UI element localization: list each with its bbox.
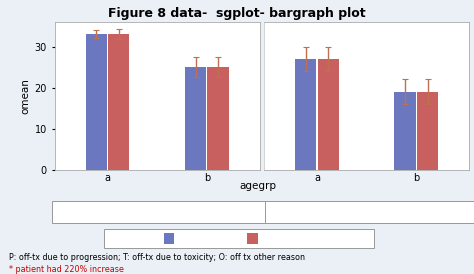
Bar — [295, 59, 316, 170]
Bar — [318, 59, 339, 170]
Bar — [394, 92, 416, 170]
Bar — [108, 34, 129, 170]
Text: Complete Response: Complete Response — [178, 233, 275, 243]
Text: trt = X: trt = X — [140, 207, 175, 217]
Y-axis label: omean: omean — [20, 78, 30, 114]
Bar — [185, 67, 206, 170]
Bar — [417, 92, 438, 170]
Text: agegrp: agegrp — [240, 181, 277, 191]
Text: response: response — [116, 233, 161, 243]
Text: Partial Response: Partial Response — [262, 233, 343, 243]
Bar — [208, 67, 228, 170]
Text: trt = Y: trt = Y — [354, 207, 388, 217]
Text: * patient had 220% increase: * patient had 220% increase — [9, 265, 124, 274]
Text: P: off-tx due to progression; T: off-tx due to toxicity; O: off tx other reason: P: off-tx due to progression; T: off-tx … — [9, 253, 305, 262]
Text: Figure 8 data-  sgplot- bargraph plot: Figure 8 data- sgplot- bargraph plot — [108, 7, 366, 20]
Bar — [86, 34, 107, 170]
